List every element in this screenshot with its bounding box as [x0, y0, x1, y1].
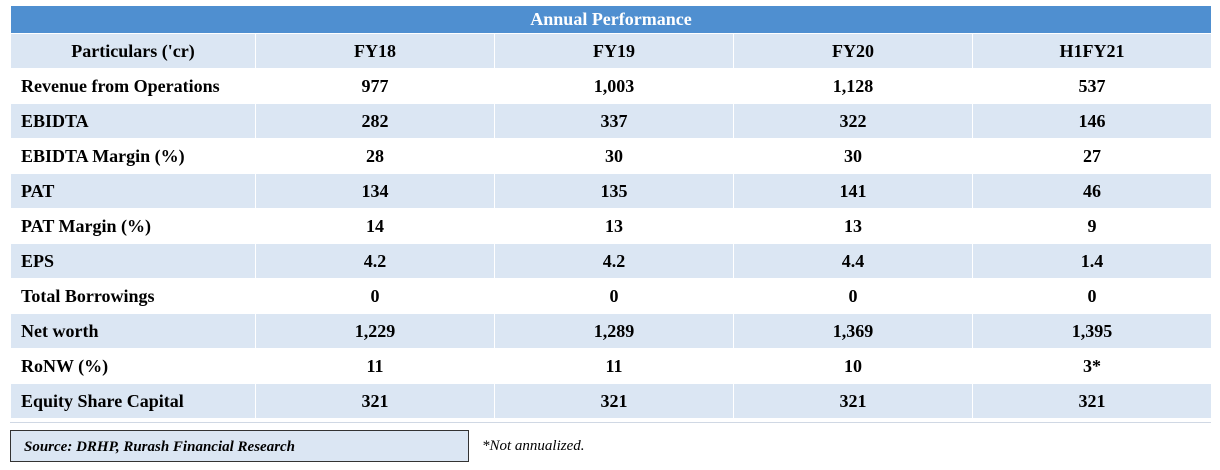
- cell-value: 0: [494, 278, 734, 314]
- cell-value: 1,395: [971, 313, 1213, 349]
- table-row: PAT Margin (%) 14 13 13 9: [10, 208, 1213, 244]
- row-label: EBIDTA Margin (%): [10, 138, 256, 174]
- annual-performance-table: Annual Performance Particulars ('cr) FY1…: [9, 5, 1213, 419]
- cell-value: 0: [255, 278, 495, 314]
- table-row: Revenue from Operations 977 1,003 1,128 …: [10, 68, 1213, 104]
- cell-value: 321: [733, 383, 973, 419]
- cell-value: 14: [255, 208, 495, 244]
- table-row: PAT 134 135 141 46: [10, 173, 1213, 209]
- cell-value: 1,128: [733, 68, 973, 104]
- table-row: Net worth 1,229 1,289 1,369 1,395: [10, 313, 1213, 349]
- row-label: Net worth: [10, 313, 256, 349]
- row-label: Total Borrowings: [10, 278, 256, 314]
- cell-value: 4.4: [733, 243, 973, 279]
- table-title-row: Annual Performance: [9, 5, 1213, 34]
- column-header-particulars: Particulars ('cr): [10, 33, 256, 69]
- cell-value: 1.4: [971, 243, 1213, 279]
- cell-value: 321: [971, 383, 1213, 419]
- cell-value: 1,229: [255, 313, 495, 349]
- row-label: Revenue from Operations: [10, 68, 256, 104]
- cell-value: 0: [733, 278, 973, 314]
- cell-value: 1,003: [494, 68, 734, 104]
- cell-value: 146: [971, 103, 1213, 139]
- table-footer: Source: DRHP, Rurash Financial Research …: [10, 430, 1211, 464]
- row-label: PAT: [10, 173, 256, 209]
- source-note: Source: DRHP, Rurash Financial Research: [10, 430, 469, 462]
- footer-divider: [10, 422, 1211, 423]
- table-row: EBIDTA 282 337 322 146: [10, 103, 1213, 139]
- cell-value: 11: [255, 348, 495, 384]
- table-row: Total Borrowings 0 0 0 0: [10, 278, 1213, 314]
- row-label: EPS: [10, 243, 256, 279]
- annual-performance-table-container: Annual Performance Particulars ('cr) FY1…: [9, 5, 1213, 419]
- cell-value: 30: [733, 138, 973, 174]
- cell-value: 11: [494, 348, 734, 384]
- cell-value: 134: [255, 173, 495, 209]
- cell-value: 977: [255, 68, 495, 104]
- cell-value: 337: [494, 103, 734, 139]
- cell-value: 321: [255, 383, 495, 419]
- table-body: Revenue from Operations 977 1,003 1,128 …: [10, 68, 1213, 419]
- table-row: RoNW (%) 11 11 10 3*: [10, 348, 1213, 384]
- cell-value: 30: [494, 138, 734, 174]
- cell-value: 141: [733, 173, 973, 209]
- row-label: Equity Share Capital: [10, 383, 256, 419]
- annualization-footnote: *Not annualized.: [482, 438, 585, 454]
- cell-value: 4.2: [255, 243, 495, 279]
- table-title: Annual Performance: [9, 5, 1213, 34]
- cell-value: 13: [494, 208, 734, 244]
- cell-value: 1,289: [494, 313, 734, 349]
- cell-value: 4.2: [494, 243, 734, 279]
- table-row: EPS 4.2 4.2 4.4 1.4: [10, 243, 1213, 279]
- cell-value: 13: [733, 208, 973, 244]
- column-header-fy20: FY20: [733, 33, 973, 69]
- cell-value: 46: [971, 173, 1213, 209]
- cell-value: 0: [971, 278, 1213, 314]
- cell-value: 135: [494, 173, 734, 209]
- cell-value: 282: [255, 103, 495, 139]
- table-row: EBIDTA Margin (%) 28 30 30 27: [10, 138, 1213, 174]
- cell-value: 9: [971, 208, 1213, 244]
- cell-value: 10: [733, 348, 973, 384]
- row-label: PAT Margin (%): [10, 208, 256, 244]
- column-header-fy19: FY19: [494, 33, 734, 69]
- cell-value: 537: [971, 68, 1213, 104]
- cell-value: 28: [255, 138, 495, 174]
- cell-value: 27: [971, 138, 1213, 174]
- column-header-h1fy21: H1FY21: [971, 33, 1213, 69]
- cell-value: 322: [733, 103, 973, 139]
- cell-value: 3*: [971, 348, 1213, 384]
- table-header-row: Particulars ('cr) FY18 FY19 FY20 H1FY21: [10, 33, 1213, 69]
- row-label: EBIDTA: [10, 103, 256, 139]
- row-label: RoNW (%): [10, 348, 256, 384]
- column-header-fy18: FY18: [255, 33, 495, 69]
- table-row: Equity Share Capital 321 321 321 321: [10, 383, 1213, 419]
- cell-value: 1,369: [733, 313, 973, 349]
- cell-value: 321: [494, 383, 734, 419]
